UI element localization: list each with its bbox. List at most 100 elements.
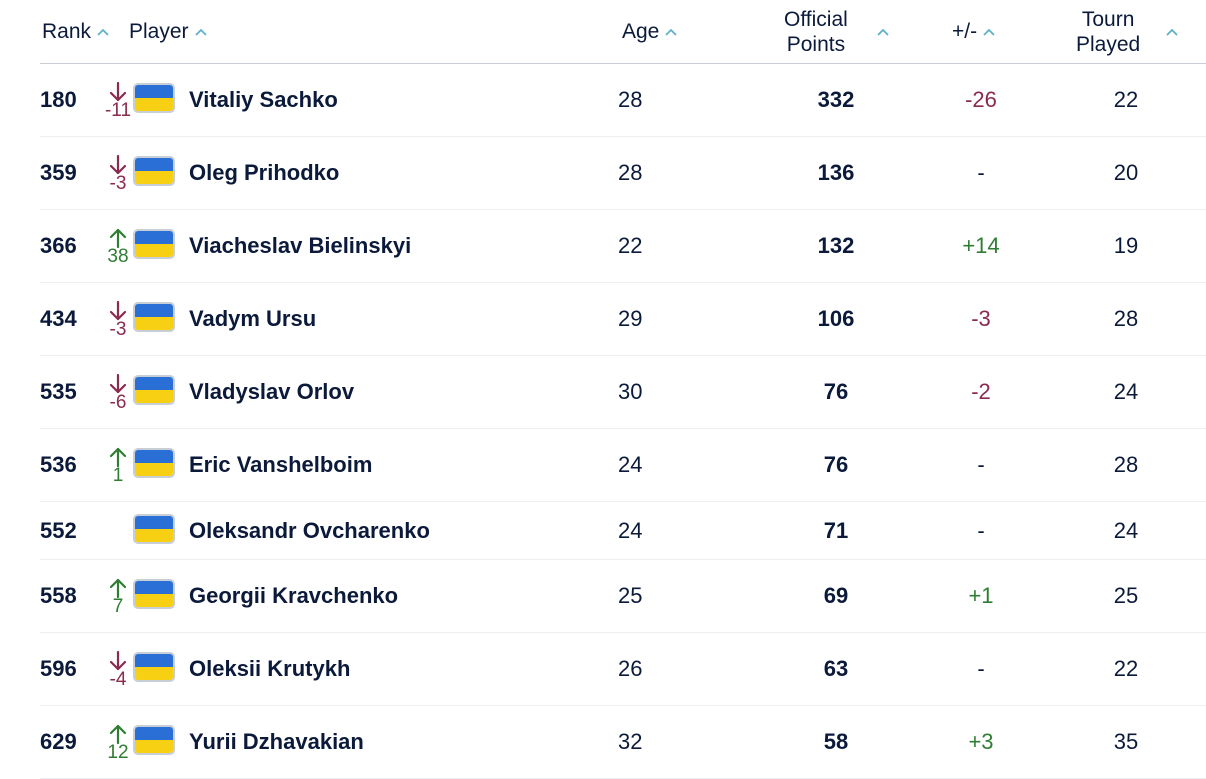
player-name-link[interactable]: Vadym Ursu bbox=[189, 306, 317, 331]
rank-header-label: Rank bbox=[42, 20, 92, 43]
ukraine-flag-icon bbox=[133, 513, 175, 544]
played-cell: 35 bbox=[1113, 729, 1139, 754]
age-cell: 30 bbox=[618, 379, 643, 404]
sort-caret-icon bbox=[665, 28, 678, 36]
age-header-label: Age bbox=[622, 20, 660, 43]
plus-minus-cell: -2 bbox=[971, 379, 991, 404]
plus-minus-cell: - bbox=[977, 656, 985, 681]
table-header: Rank Player Age Official Points +/- Tour… bbox=[40, 0, 1206, 64]
arrow-up-icon bbox=[109, 578, 127, 598]
points-cell: 69 bbox=[823, 583, 849, 608]
rank-cell: 434 bbox=[40, 306, 77, 331]
sort-caret-icon bbox=[983, 28, 995, 36]
plus-minus-header-label: +/- bbox=[952, 20, 978, 43]
sort-player-header[interactable]: Player bbox=[129, 0, 208, 63]
rank-cell: 180 bbox=[40, 87, 77, 112]
player-name-link[interactable]: Viacheslav Bielinskyi bbox=[189, 233, 412, 258]
points-cell: 58 bbox=[823, 729, 849, 754]
table-row[interactable]: 535 -6 Vladyslav Orlov 30 76 -2 24 bbox=[40, 356, 1206, 429]
arrow-down-icon bbox=[109, 81, 127, 101]
sort-age-header[interactable]: Age bbox=[622, 0, 678, 63]
played-cell: 24 bbox=[1113, 517, 1139, 543]
plus-minus-cell: +1 bbox=[968, 583, 994, 608]
player-name-link[interactable]: Oleg Prihodko bbox=[189, 160, 340, 185]
plus-minus-cell: -26 bbox=[965, 87, 997, 112]
rankings-table: Rank Player Age Official Points +/- Tour… bbox=[40, 0, 1206, 779]
sort-caret-icon bbox=[194, 28, 207, 36]
table-body: 180 -11 Vitaliy Sachko 28 332 -26 22 359 -3 Oleg … bbox=[40, 64, 1206, 779]
played-cell: 25 bbox=[1113, 583, 1139, 608]
rank-movement bbox=[102, 502, 134, 559]
rank-cell: 359 bbox=[40, 160, 77, 185]
plus-minus-cell: +3 bbox=[968, 729, 994, 754]
plus-minus-cell: - bbox=[977, 517, 985, 543]
rank-cell: 536 bbox=[40, 452, 77, 477]
rank-movement: 1 bbox=[102, 429, 134, 501]
player-name-link[interactable]: Georgii Kravchenko bbox=[189, 583, 399, 608]
points-cell: 76 bbox=[823, 452, 849, 477]
arrow-up-icon bbox=[109, 724, 127, 744]
rank-movement: 7 bbox=[102, 560, 134, 632]
points-cell: 71 bbox=[823, 517, 849, 543]
table-row[interactable]: 359 -3 Oleg Prihodko 28 136 - 20 bbox=[40, 137, 1206, 210]
player-name-link[interactable]: Vladyslav Orlov bbox=[189, 379, 355, 404]
rank-movement: 38 bbox=[102, 210, 134, 282]
player-name-link[interactable]: Yurii Dzhavakian bbox=[189, 729, 364, 754]
rank-movement: -3 bbox=[102, 137, 134, 209]
played-cell: 28 bbox=[1113, 306, 1139, 331]
played-cell: 28 bbox=[1113, 452, 1139, 477]
sort-played-header[interactable]: Tourn Played bbox=[1076, 0, 1179, 63]
player-name-link[interactable]: Eric Vanshelboim bbox=[189, 452, 373, 477]
rank-movement: 12 bbox=[102, 706, 134, 778]
rank-delta: 7 bbox=[112, 595, 124, 617]
sort-plus-minus-header[interactable]: +/- bbox=[952, 0, 996, 63]
player-name-link[interactable]: Oleksandr Ovcharenko bbox=[189, 517, 430, 543]
arrow-down-icon bbox=[109, 650, 127, 670]
ukraine-flag-icon bbox=[133, 725, 175, 755]
rank-cell: 629 bbox=[40, 729, 77, 754]
rank-delta: 38 bbox=[107, 245, 129, 267]
age-cell: 32 bbox=[618, 729, 643, 754]
table-row[interactable]: 596 -4 Oleksii Krutykh 26 63 - 22 bbox=[40, 633, 1206, 706]
arrow-down-icon bbox=[109, 300, 127, 320]
played-header-label: Tourn Played bbox=[1076, 7, 1140, 57]
sort-rank-header[interactable]: Rank bbox=[42, 0, 110, 63]
age-cell: 25 bbox=[618, 583, 643, 608]
rank-delta: 1 bbox=[112, 464, 124, 486]
plus-minus-cell: -3 bbox=[971, 306, 991, 331]
points-cell: 106 bbox=[817, 306, 855, 331]
ukraine-flag-icon bbox=[133, 375, 175, 405]
points-cell: 63 bbox=[823, 656, 849, 681]
player-header-label: Player bbox=[129, 20, 189, 43]
sort-points-header[interactable]: Official Points bbox=[784, 0, 890, 63]
plus-minus-cell: - bbox=[977, 160, 985, 185]
played-header-line1: Tourn bbox=[1081, 7, 1135, 31]
table-row[interactable]: 629 12 Yurii Dzhavakian 32 58 +3 35 bbox=[40, 706, 1206, 779]
points-header-line2: Points bbox=[786, 32, 846, 56]
sort-caret-icon bbox=[877, 28, 889, 36]
table-row[interactable]: 180 -11 Vitaliy Sachko 28 332 -26 22 bbox=[40, 64, 1206, 137]
points-header-label: Official Points bbox=[784, 7, 848, 57]
rank-delta: 12 bbox=[107, 741, 129, 763]
age-cell: 24 bbox=[618, 517, 643, 543]
table-row[interactable]: 536 1 Eric Vanshelboim 24 76 - 28 bbox=[40, 429, 1206, 502]
arrow-down-icon bbox=[109, 373, 127, 393]
age-cell: 29 bbox=[618, 306, 643, 331]
table-row[interactable]: 552 Oleksandr Ovcharenko 24 71 - 24 bbox=[40, 502, 1206, 560]
rank-movement: -6 bbox=[102, 356, 134, 428]
table-row[interactable]: 366 38 Viacheslav Bielinskyi 22 132 +14 19 bbox=[40, 210, 1206, 283]
player-name-link[interactable]: Oleksii Krutykh bbox=[189, 656, 351, 681]
plus-minus-cell: - bbox=[977, 452, 985, 477]
ukraine-flag-icon bbox=[133, 652, 175, 682]
plus-minus-cell: +14 bbox=[962, 233, 1000, 258]
rank-cell: 535 bbox=[40, 379, 77, 404]
points-cell: 132 bbox=[817, 233, 855, 258]
table-row[interactable]: 558 7 Georgii Kravchenko 25 69 +1 25 bbox=[40, 560, 1206, 633]
table-row[interactable]: 434 -3 Vadym Ursu 29 106 -3 28 bbox=[40, 283, 1206, 356]
age-cell: 28 bbox=[618, 160, 643, 185]
played-cell: 19 bbox=[1113, 233, 1139, 258]
rank-delta: -6 bbox=[109, 391, 127, 413]
played-cell: 20 bbox=[1113, 160, 1139, 185]
player-name-link[interactable]: Vitaliy Sachko bbox=[189, 87, 338, 112]
rank-cell: 366 bbox=[40, 233, 77, 258]
